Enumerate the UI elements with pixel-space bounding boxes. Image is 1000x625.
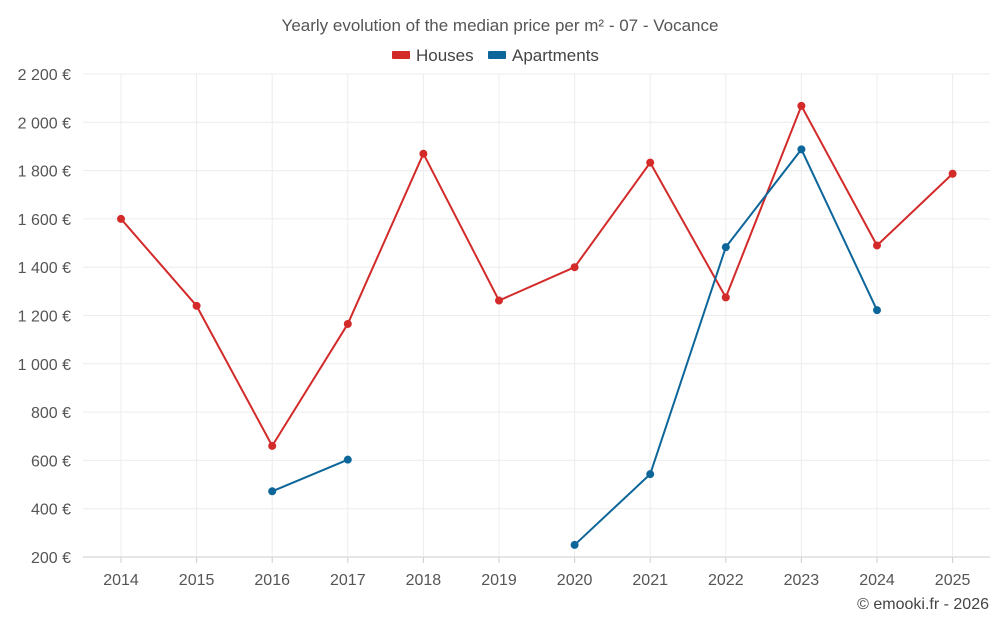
y-tick-label: 1 200 € [18, 309, 71, 326]
data-point[interactable] [721, 293, 730, 302]
data-point[interactable] [268, 487, 277, 496]
x-tick-label: 2023 [784, 572, 820, 589]
credit-text: © emooki.fr - 2026 [857, 596, 989, 613]
data-point[interactable] [117, 214, 125, 223]
y-tick-label: 800 € [31, 405, 71, 422]
y-tick-label: 1 400 € [18, 260, 71, 277]
legend-label: Apartments [512, 46, 599, 65]
series-houses [117, 101, 957, 450]
data-point[interactable] [646, 158, 655, 167]
x-tick-label: 2018 [406, 572, 442, 589]
data-point[interactable] [873, 306, 881, 315]
x-tick-label: 2014 [103, 572, 139, 589]
x-tick-label: 2016 [254, 572, 290, 589]
y-tick-label: 1 800 € [18, 164, 71, 181]
x-tick-label: 2015 [179, 572, 215, 589]
x-tick-label: 2024 [859, 572, 895, 589]
y-tick-label: 1 600 € [18, 212, 71, 229]
data-point[interactable] [797, 101, 806, 110]
y-tick-label: 600 € [31, 453, 71, 470]
legend-swatch [392, 51, 410, 59]
data-point[interactable] [721, 243, 730, 252]
y-tick-label: 400 € [31, 502, 71, 519]
y-tick-label: 1 000 € [18, 357, 71, 374]
data-point[interactable] [343, 319, 352, 328]
y-tick-label: 200 € [31, 550, 71, 567]
grid [83, 73, 990, 558]
data-point[interactable] [495, 296, 503, 305]
data-point[interactable] [797, 145, 806, 154]
data-point[interactable] [268, 441, 277, 450]
y-axis: 200 € 400 € 600 € 800 € 1 000 € 1 200 € 1 400 … [18, 67, 71, 567]
x-tick-label: 2022 [708, 572, 744, 589]
data-point[interactable] [343, 455, 352, 464]
data-point[interactable] [873, 241, 881, 250]
data-point[interactable] [646, 470, 655, 479]
data-point[interactable] [419, 149, 428, 158]
legend-item-houses[interactable]: Houses [392, 46, 474, 65]
legend[interactable]: Houses Apartments [392, 46, 599, 65]
x-axis: 2014 2015 2016 2017 2018 2019 2020 2021 2022 2023… [103, 557, 970, 589]
x-tick-label: 2017 [330, 572, 366, 589]
y-tick-label: 2 200 € [18, 67, 71, 84]
x-tick-label: 2019 [481, 572, 517, 589]
y-tick-label: 2 000 € [18, 115, 71, 132]
legend-swatch [488, 51, 506, 59]
data-point[interactable] [948, 169, 957, 178]
series-layer [117, 101, 957, 549]
data-point[interactable] [570, 263, 579, 272]
series-line [120, 104, 954, 447]
legend-item-apartments[interactable]: Apartments [488, 46, 599, 65]
data-point[interactable] [570, 540, 579, 549]
x-tick-label: 2025 [935, 572, 971, 589]
legend-label: Houses [416, 46, 474, 65]
series-apartments [268, 145, 881, 549]
data-point[interactable] [192, 301, 201, 310]
chart-title: Yearly evolution of the median price per… [282, 16, 719, 35]
x-tick-label: 2020 [557, 572, 593, 589]
x-tick-label: 2021 [632, 572, 668, 589]
series-line [271, 458, 349, 493]
